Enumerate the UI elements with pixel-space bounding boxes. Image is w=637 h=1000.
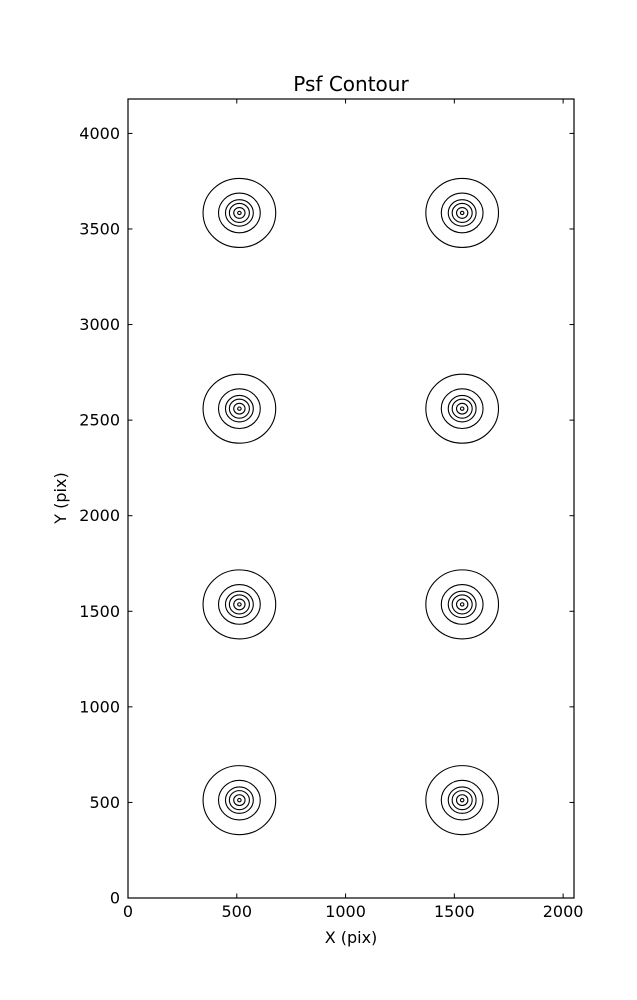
contour-ring bbox=[447, 394, 477, 423]
contour-ring bbox=[451, 790, 473, 811]
y-tick-label: 1500 bbox=[79, 602, 120, 621]
contour-ring bbox=[228, 202, 250, 223]
contour-ring bbox=[233, 207, 246, 219]
x-tick-label: 2000 bbox=[543, 902, 584, 921]
contour-ring bbox=[237, 406, 242, 411]
contour-ring bbox=[224, 394, 254, 423]
y-tick-label: 2500 bbox=[79, 411, 120, 430]
y-tick-label: 1000 bbox=[79, 697, 120, 716]
contour-ring bbox=[447, 786, 477, 814]
x-tick-label: 1000 bbox=[325, 902, 366, 921]
contour-ring bbox=[425, 373, 500, 444]
contour-ring bbox=[217, 584, 261, 625]
contour-ring bbox=[425, 177, 500, 248]
contour-ring bbox=[451, 594, 473, 615]
contour-ring bbox=[237, 797, 242, 803]
contour-ring bbox=[440, 584, 484, 625]
y-tick-label: 3500 bbox=[79, 219, 120, 238]
contour-ring bbox=[237, 602, 242, 607]
contour-ring bbox=[425, 765, 500, 836]
contour-ring bbox=[459, 406, 465, 411]
contour-ring bbox=[440, 779, 484, 821]
contour-ring bbox=[459, 797, 465, 803]
contour-ring bbox=[202, 765, 277, 836]
contour-ring bbox=[233, 794, 246, 807]
contour-ring bbox=[447, 199, 477, 227]
x-tick-label: 0 bbox=[123, 902, 133, 921]
contour-ring bbox=[233, 598, 246, 611]
contour-ring bbox=[440, 388, 484, 430]
contour-ring bbox=[217, 779, 261, 821]
contour-ring bbox=[202, 177, 277, 248]
contour-ring bbox=[459, 602, 465, 607]
contour-ring bbox=[228, 398, 250, 419]
contour-ring bbox=[451, 202, 473, 223]
contour-ring bbox=[459, 210, 465, 216]
chart-title: Psf Contour bbox=[293, 72, 409, 96]
contour-ring bbox=[202, 373, 277, 444]
contour-ring bbox=[217, 192, 261, 234]
contour-ring bbox=[440, 192, 484, 234]
contour-ring bbox=[224, 786, 254, 814]
x-axis-label: X (pix) bbox=[325, 928, 378, 947]
contour-ring bbox=[425, 569, 500, 640]
contour-ring bbox=[455, 402, 469, 415]
x-tick-label: 1500 bbox=[434, 902, 475, 921]
contour-ring bbox=[233, 402, 246, 415]
contour-ring bbox=[237, 210, 242, 216]
contour-ring bbox=[455, 598, 469, 611]
contour-ring bbox=[224, 590, 254, 619]
contour-ring bbox=[202, 569, 277, 640]
contour-ring bbox=[228, 790, 250, 811]
contour-ring bbox=[447, 590, 477, 619]
y-tick-label: 4000 bbox=[79, 124, 120, 143]
y-axis-label: Y (pix) bbox=[51, 472, 70, 524]
contour-ring bbox=[451, 398, 473, 419]
y-tick-label: 2000 bbox=[79, 506, 120, 525]
y-tick-label: 0 bbox=[110, 889, 120, 908]
y-tick-label: 500 bbox=[89, 793, 120, 812]
contour-ring bbox=[224, 199, 254, 227]
contour-ring bbox=[217, 388, 261, 430]
y-tick-label: 3000 bbox=[79, 315, 120, 334]
contour-ring bbox=[455, 794, 469, 807]
axes-frame bbox=[127, 98, 575, 899]
contour-ring bbox=[228, 594, 250, 615]
x-tick-label: 500 bbox=[222, 902, 253, 921]
contour-ring bbox=[455, 207, 469, 219]
